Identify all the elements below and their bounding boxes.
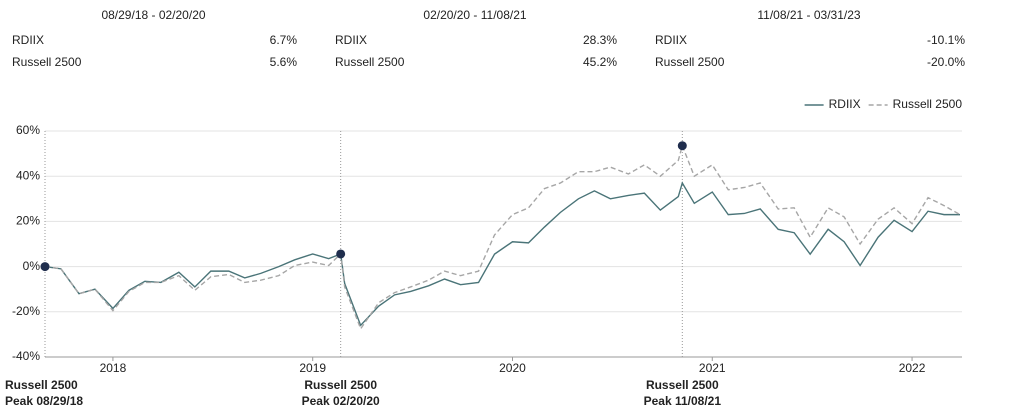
peak-label: Russell 2500: [646, 378, 719, 392]
y-tick-label: -20%: [12, 304, 40, 318]
row-value: -10.1%: [927, 33, 965, 47]
y-tick-label: 40%: [16, 168, 40, 182]
peak-label: Peak 11/08/21: [644, 394, 722, 408]
row-label: RDIIX: [655, 33, 687, 47]
x-tick-label: 2021: [699, 361, 726, 375]
row-value: 28.3%: [583, 33, 617, 47]
peak-marker: [40, 262, 50, 272]
y-tick-label: 20%: [16, 214, 40, 228]
y-tick-label: 0%: [23, 259, 41, 273]
row-value: 45.2%: [583, 55, 617, 69]
row-value: 5.6%: [270, 55, 298, 69]
row-value: -20.0%: [927, 55, 965, 69]
legend-label: RDIIX: [829, 97, 861, 111]
period-header: 08/29/18 - 02/20/20: [101, 8, 205, 22]
row-label: Russell 2500: [655, 55, 725, 69]
x-tick-label: 2022: [899, 361, 926, 375]
row-value: 6.7%: [270, 33, 298, 47]
y-tick-label: -40%: [12, 349, 40, 363]
period-header: 11/08/21 - 03/31/23: [757, 8, 861, 22]
legend-label: Russell 2500: [893, 97, 963, 111]
row-label: RDIIX: [12, 33, 44, 47]
peak-label: Russell 2500: [5, 378, 78, 392]
peak-label: Peak 02/20/20: [302, 394, 380, 408]
x-tick-label: 2019: [299, 361, 326, 375]
period-header: 02/20/20 - 11/08/21: [423, 8, 527, 22]
series-line: [44, 181, 961, 327]
y-tick-label: 60%: [16, 123, 40, 137]
peak-marker: [336, 249, 346, 259]
peak-label: Peak 08/29/18: [5, 394, 83, 408]
series-line: [44, 143, 961, 331]
row-label: Russell 2500: [335, 55, 405, 69]
peak-marker: [677, 141, 687, 151]
row-label: Russell 2500: [12, 55, 82, 69]
x-tick-label: 2018: [100, 361, 127, 375]
peak-label: Russell 2500: [304, 378, 377, 392]
x-tick-label: 2020: [499, 361, 526, 375]
row-label: RDIIX: [335, 33, 367, 47]
